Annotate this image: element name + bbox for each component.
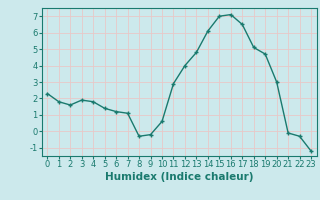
X-axis label: Humidex (Indice chaleur): Humidex (Indice chaleur) — [105, 172, 253, 182]
